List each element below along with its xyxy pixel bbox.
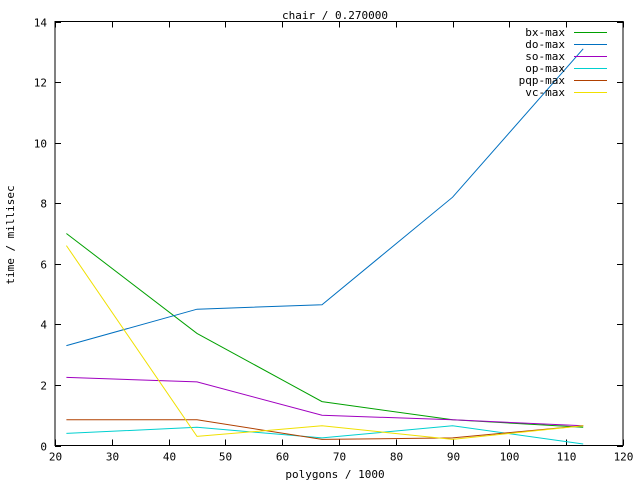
x-axis-title: polygons / 1000: [285, 468, 384, 480]
x-tick-label: 120: [614, 451, 634, 464]
y-axis-title: time / millisec: [4, 185, 17, 284]
y-tick-label: 6: [40, 259, 47, 272]
series-line-bx-max: [66, 233, 584, 428]
legend-label-vc-max: vc-max: [525, 86, 565, 99]
x-tick-label: 90: [447, 451, 460, 464]
legend-label-pqp-max: pqp-max: [519, 74, 566, 87]
x-tick-label: 110: [557, 451, 577, 464]
series-line-vc-max: [65, 245, 584, 440]
y-tick-label: 14: [34, 17, 48, 30]
chart-title: chair / 0.270000: [282, 9, 388, 22]
x-tick-label: 40: [163, 451, 176, 464]
x-axis: 20 30 40 50 60 70 80 90 100 110 120: [49, 21, 634, 464]
y-tick-label: 8: [40, 198, 47, 211]
y-tick-label: 0: [40, 441, 47, 454]
x-tick-label: 30: [106, 451, 119, 464]
y-tick-label: 4: [40, 319, 47, 332]
legend-label-op-max: op-max: [525, 62, 565, 75]
series-line-do-max: [66, 48, 584, 347]
x-tick-label: 100: [500, 451, 520, 464]
y-tick-label: 12: [34, 77, 47, 90]
series-line-op-max: [66, 425, 584, 445]
x-tick-label: 80: [390, 451, 403, 464]
series-layer: [65, 48, 584, 445]
x-tick-label: 20: [49, 451, 62, 464]
series-line-pqp-max: [66, 419, 584, 440]
legend-label-bx-max: bx-max: [525, 26, 565, 39]
legend-label-do-max: do-max: [525, 38, 565, 51]
series-line-so-max: [66, 376, 584, 427]
y-tick-label: 10: [34, 138, 47, 151]
legend-label-so-max: so-max: [525, 50, 565, 63]
y-tick-label: 2: [40, 380, 47, 393]
x-tick-label: 70: [333, 451, 346, 464]
x-tick-label: 60: [276, 451, 289, 464]
x-tick-label: 50: [219, 451, 232, 464]
y-axis: 0 2 4 6 8 10 12 14: [34, 17, 623, 454]
